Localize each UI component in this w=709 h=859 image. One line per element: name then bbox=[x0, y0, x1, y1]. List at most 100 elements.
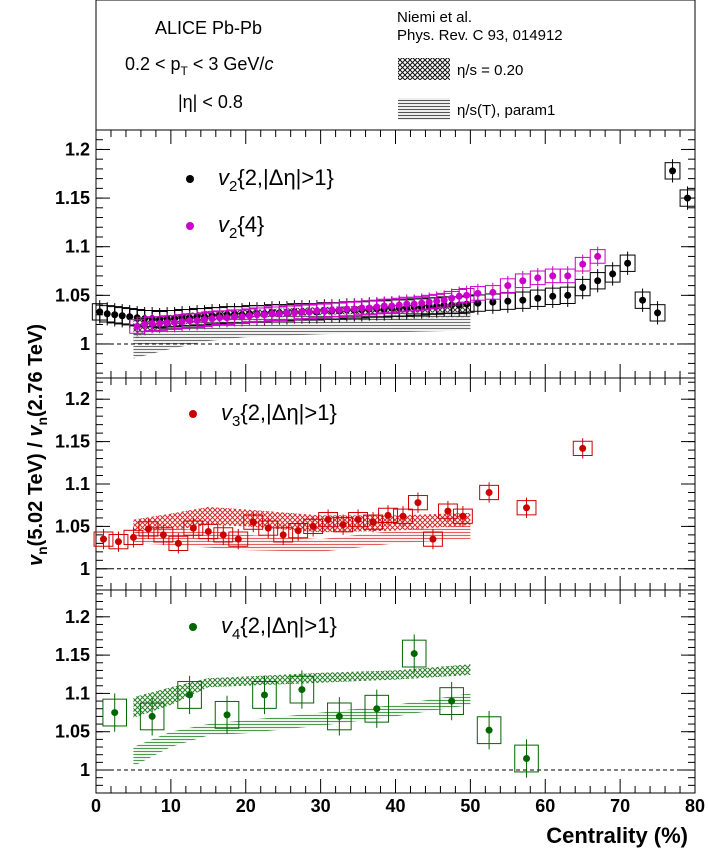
data-point-middle-s0 bbox=[189, 524, 197, 532]
model-legend-param1: η/s(T), param1 bbox=[457, 102, 555, 119]
data-point-top-s0 bbox=[609, 270, 617, 278]
data-point-top-s0 bbox=[579, 284, 587, 292]
data-point-bottom-s0 bbox=[448, 697, 456, 705]
data-point-bottom-s0 bbox=[485, 726, 493, 734]
model-reference: Phys. Rev. C 93, 014912 bbox=[397, 27, 563, 44]
data-point-top-s1 bbox=[463, 291, 471, 299]
panel-middle: 1 1.05 1.1 1.15 1.2 v3{2,|Δη|>1} bbox=[55, 377, 696, 591]
data-point-top-s0 bbox=[594, 277, 602, 285]
data-point-top-s1 bbox=[534, 274, 542, 282]
x-tick-label: 0 bbox=[91, 796, 101, 816]
model-band-param1-bottom bbox=[133, 693, 471, 767]
legend-label-top-0: v2{2,|Δη|>1} bbox=[218, 165, 334, 195]
header-experiment: ALICE Pb-Pb bbox=[155, 18, 262, 38]
data-point-top-s0 bbox=[684, 194, 692, 202]
x-tick-label: 40 bbox=[385, 796, 405, 816]
model-legend-eta020: η/s = 0.20 bbox=[457, 62, 523, 79]
data-point-top-s0 bbox=[564, 291, 572, 299]
data-point-middle-s0 bbox=[369, 518, 377, 526]
data-point-top-s0 bbox=[519, 296, 527, 304]
data-point-top-s0 bbox=[504, 297, 512, 305]
data-point-middle-s0 bbox=[129, 533, 137, 541]
data-point-bottom-s0 bbox=[186, 691, 194, 699]
data-point-top-s0 bbox=[669, 167, 677, 175]
y-tick-label-top: 1.15 bbox=[55, 188, 90, 208]
legend-label-bottom-0: v4{2,|Δη|>1} bbox=[221, 613, 337, 643]
data-point-middle-s0 bbox=[384, 511, 392, 519]
x-tick-label: 60 bbox=[535, 796, 555, 816]
y-tick-label-top: 1 bbox=[80, 334, 90, 354]
model-band-eta020-bottom bbox=[133, 664, 471, 718]
data-point-middle-s0 bbox=[294, 527, 302, 535]
data-point-middle-s0 bbox=[264, 524, 272, 532]
data-point-top-s0 bbox=[639, 296, 647, 304]
data-point-middle-s0 bbox=[444, 507, 452, 515]
data-point-top-s1 bbox=[549, 272, 557, 280]
data-point-middle-s0 bbox=[339, 521, 347, 529]
data-point-top-s0 bbox=[624, 259, 632, 267]
data-point-top-s1 bbox=[504, 282, 512, 290]
panel-frame-middle bbox=[95, 377, 696, 591]
data-point-middle-s0 bbox=[219, 531, 227, 539]
data-point-middle-s0 bbox=[399, 512, 407, 520]
data-point-bottom-s0 bbox=[523, 755, 531, 763]
data-point-top-s1 bbox=[474, 289, 482, 297]
y-tick-label-middle: 1.05 bbox=[55, 516, 90, 536]
data-point-bottom-s0 bbox=[335, 712, 343, 720]
y-tick-label-top: 1.2 bbox=[65, 139, 90, 159]
data-point-middle-s0 bbox=[429, 535, 437, 543]
data-point-middle-s0 bbox=[579, 444, 587, 452]
data-point-middle-s0 bbox=[159, 531, 167, 539]
data-point-middle-s0 bbox=[485, 488, 493, 496]
data-point-bottom-s0 bbox=[111, 709, 119, 717]
data-point-top-s0 bbox=[654, 309, 662, 317]
y-tick-label-top: 1.05 bbox=[55, 285, 90, 305]
data-point-top-s1 bbox=[594, 252, 602, 260]
legend-marker-bottom-0 bbox=[189, 623, 197, 631]
x-tick-label: 50 bbox=[460, 796, 480, 816]
data-point-bottom-s0 bbox=[298, 686, 306, 694]
y-tick-label-top: 1.1 bbox=[65, 237, 90, 257]
data-point-middle-s0 bbox=[144, 525, 152, 533]
header-pt-range: 0.2 < pT < 3 GeV/c bbox=[125, 54, 273, 78]
data-point-top-s1 bbox=[579, 260, 587, 268]
legend-marker-top-1 bbox=[186, 222, 194, 230]
data-point-top-s1 bbox=[489, 288, 497, 296]
panel-top: 1 1.05 1.1 1.15 1.2 v2{2,|Δη|>1} v2{4} bbox=[55, 129, 696, 379]
y-tick-label-bottom: 1 bbox=[80, 760, 90, 780]
x-tick-label: 80 bbox=[685, 796, 705, 816]
legend-marker-top-0 bbox=[186, 175, 194, 183]
y-tick-label-middle: 1.15 bbox=[55, 432, 90, 452]
y-tick-label-middle: 1 bbox=[80, 559, 90, 579]
data-point-top-s1 bbox=[564, 272, 572, 280]
y-tick-label-middle: 1.2 bbox=[65, 389, 90, 409]
header-eta-range: |η| < 0.8 bbox=[178, 92, 243, 112]
legend-label-top-1: v2{4} bbox=[218, 212, 264, 242]
y-axis-label: vn(5.02 TeV) / vn(2.76 TeV) bbox=[25, 324, 50, 566]
model-band-eta020-middle bbox=[133, 506, 471, 535]
data-point-middle-s0 bbox=[249, 518, 257, 526]
y-tick-label-bottom: 1.05 bbox=[55, 722, 90, 742]
panel-bottom: 1 1.05 1.1 1.15 1.2 v4{2,|Δη|>1} bbox=[55, 589, 696, 794]
y-tick-label-bottom: 1.1 bbox=[65, 683, 90, 703]
model-band-param1-middle bbox=[133, 524, 471, 552]
x-tick-label: 30 bbox=[311, 796, 331, 816]
data-point-top-s0 bbox=[549, 292, 557, 300]
y-tick-label-bottom: 1.15 bbox=[55, 645, 90, 665]
y-tick-label-bottom: 1.2 bbox=[65, 607, 90, 627]
data-point-top-s1 bbox=[519, 277, 527, 285]
data-point-middle-s0 bbox=[309, 522, 317, 530]
model-legend-swatch-eta020 bbox=[398, 58, 450, 80]
data-point-middle-s0 bbox=[114, 538, 122, 546]
x-axis-label: Centrality (%) bbox=[546, 823, 688, 848]
model-author: Niemi et al. bbox=[397, 9, 472, 26]
data-point-middle-s0 bbox=[279, 531, 287, 539]
data-point-middle-s0 bbox=[354, 516, 362, 524]
data-point-top-s0 bbox=[534, 294, 542, 302]
data-point-bottom-s0 bbox=[373, 705, 381, 713]
model-legend-swatch-param1 bbox=[398, 98, 450, 120]
data-point-bottom-s0 bbox=[410, 650, 418, 658]
data-point-middle-s0 bbox=[523, 504, 531, 512]
data-point-bottom-s0 bbox=[148, 712, 156, 720]
